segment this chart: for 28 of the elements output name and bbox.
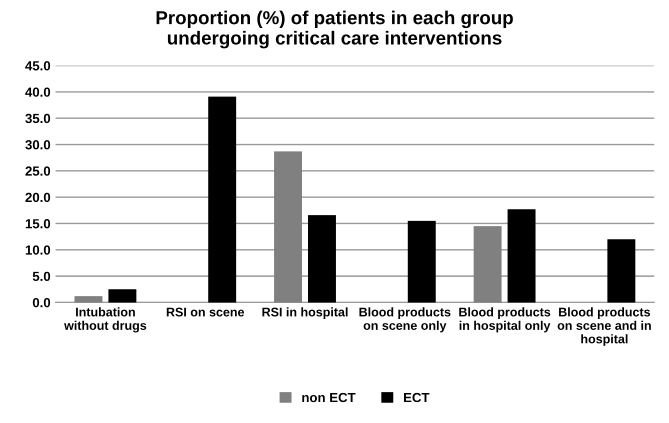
bar xyxy=(508,209,536,302)
bar xyxy=(208,96,236,302)
bar xyxy=(474,226,502,302)
chart-title: Proportion (%) of patients in each group undergoing critical care interventions xyxy=(156,10,513,48)
bar xyxy=(308,215,336,302)
bar xyxy=(74,296,102,302)
y-tick-label: 0.0 xyxy=(32,298,50,308)
y-tick-label: 35.0 xyxy=(25,114,50,124)
x-tick-label: RSI in hospital xyxy=(262,307,348,319)
legend-label: ECT xyxy=(404,392,430,402)
x-tick-label: Blood products on scene only xyxy=(359,307,450,332)
y-tick-label: 5.0 xyxy=(32,272,50,282)
y-tick-label: 10.0 xyxy=(26,245,50,255)
y-tick-label: 25.0 xyxy=(25,166,50,176)
y-tick-label: 30.0 xyxy=(25,140,50,150)
x-tick-label: RSI on scene xyxy=(166,308,244,316)
bar xyxy=(274,151,302,302)
bar xyxy=(607,239,636,302)
bar xyxy=(408,220,436,302)
x-tick-label: Blood products on scene and in hospital xyxy=(558,307,651,346)
y-tick-label: 40.0 xyxy=(25,87,50,97)
x-tick-label: Blood products in hospital only xyxy=(459,307,550,332)
y-tick-label: 45.0 xyxy=(25,61,50,70)
legend-label: non ECT xyxy=(302,392,356,402)
bar xyxy=(108,289,136,302)
y-tick-label: 15.0 xyxy=(26,219,50,228)
x-tick-label: Intubation without drugs xyxy=(64,307,146,332)
y-tick-label: 20.0 xyxy=(25,192,50,202)
